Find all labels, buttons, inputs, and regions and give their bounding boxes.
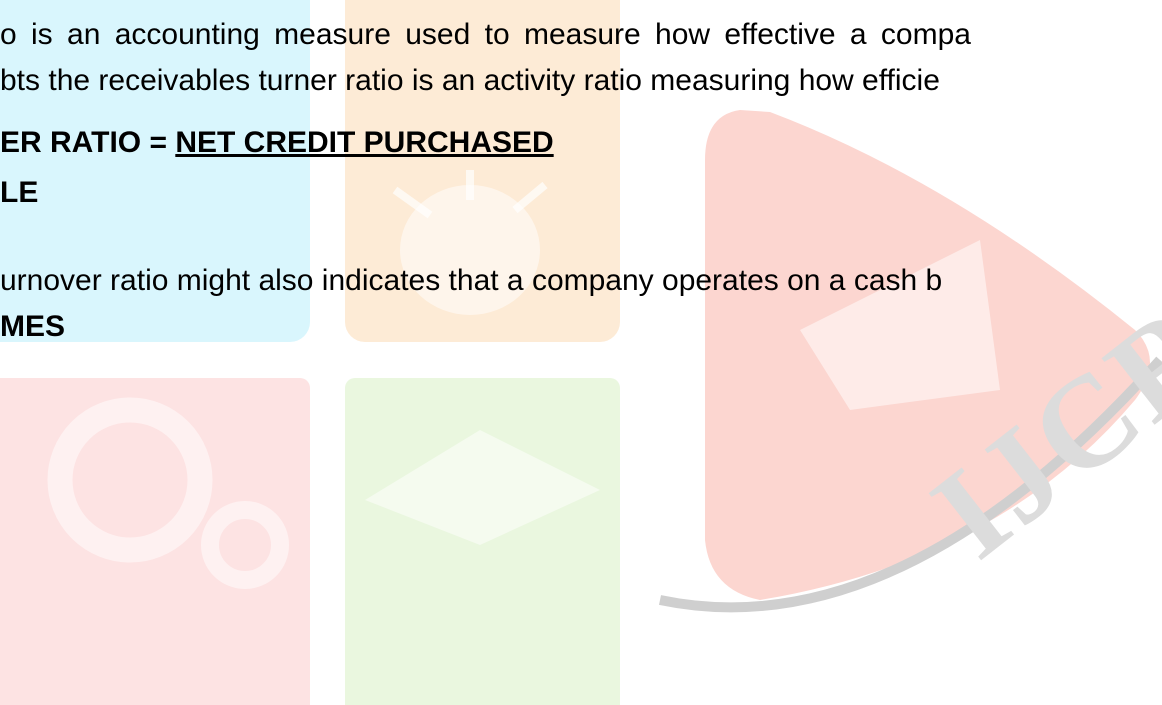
text-line: bts the receivables turner ratio is an a… (0, 64, 940, 97)
formula-left: ER RATIO = (0, 126, 176, 159)
watermark-bulb (400, 185, 540, 315)
formula-line: ER RATIO = NET CREDIT PURCHASED (0, 126, 554, 160)
watermark-gear (47, 397, 213, 563)
watermark-cap (365, 430, 600, 545)
text-line: urnover ratio might also indicates that … (0, 264, 943, 297)
watermark-tile-blue (0, 0, 310, 342)
text-line: o is an accounting measure used to measu… (0, 18, 971, 51)
watermark-book (800, 240, 1000, 410)
heading: MES (0, 310, 66, 343)
watermark-gear-small (201, 501, 289, 589)
formula-numerator: NET CREDIT PURCHASED (175, 126, 554, 159)
formula-denominator: LE (0, 176, 39, 209)
watermark-swoosh (658, 356, 1162, 613)
